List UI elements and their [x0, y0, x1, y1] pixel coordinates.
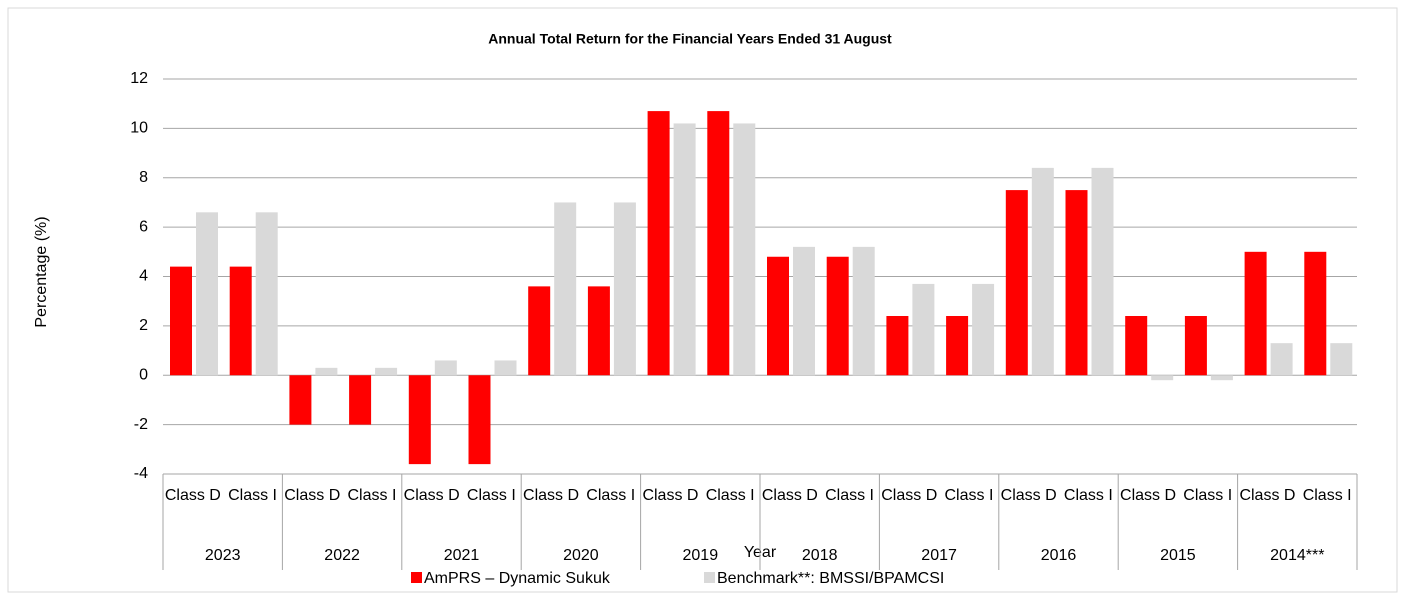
- bar: [315, 367, 338, 376]
- bar: [886, 316, 909, 376]
- legend-swatch: [704, 572, 715, 583]
- bar: [554, 202, 577, 376]
- x-tick-label: Class D: [1239, 487, 1296, 504]
- bar: [972, 283, 995, 376]
- x-group-label: 2017: [921, 547, 957, 564]
- x-tick-label: Class D: [164, 487, 221, 504]
- x-tick-label: Class I: [228, 487, 277, 504]
- bar: [408, 375, 431, 465]
- legend-swatch: [411, 572, 422, 583]
- bar: [1091, 167, 1114, 376]
- y-tick-label: 10: [130, 120, 148, 137]
- bar: [826, 256, 849, 376]
- y-tick-label: 2: [139, 317, 148, 334]
- x-tick-label: Class D: [881, 487, 938, 504]
- x-group-label: 2023: [205, 547, 241, 564]
- x-tick-label: Class I: [1302, 487, 1352, 504]
- bar: [289, 375, 312, 425]
- x-tick-label: Class I: [944, 487, 994, 504]
- bar: [733, 123, 756, 376]
- bar: [1031, 167, 1054, 376]
- y-tick-label: -2: [134, 416, 148, 433]
- bar: [1330, 343, 1353, 376]
- chart-border: [7, 7, 1398, 593]
- x-group-label: 2020: [563, 547, 599, 564]
- bar: [793, 246, 815, 376]
- bar: [196, 212, 218, 376]
- x-tick-label: Class D: [761, 487, 818, 504]
- bar: [229, 266, 252, 376]
- bar: [912, 283, 935, 376]
- bar: [1065, 190, 1088, 376]
- x-tick-label: Class D: [284, 487, 341, 504]
- bar: [1210, 375, 1233, 381]
- x-tick-label: Class I: [586, 487, 636, 504]
- bar: [170, 266, 192, 376]
- x-tick-label: Class D: [1000, 487, 1057, 504]
- bar: [613, 202, 636, 376]
- bar: [468, 375, 491, 465]
- bar: [1125, 316, 1148, 376]
- x-tick-label: Class D: [403, 487, 460, 504]
- y-tick-label: 8: [139, 169, 148, 186]
- legend-label: Benchmark**: BMSSI/BPAMCSI: [717, 570, 944, 587]
- bar: [1005, 190, 1028, 376]
- bar: [647, 111, 670, 376]
- x-tick-label: Class I: [705, 487, 755, 504]
- x-group-label: 2018: [802, 547, 838, 564]
- x-group-label: 2015: [1160, 547, 1196, 564]
- x-group-label: 2014***: [1270, 547, 1324, 564]
- x-tick-label: Class I: [1183, 487, 1233, 504]
- bar: [1151, 375, 1174, 381]
- bar: [494, 360, 517, 376]
- chart-title: Annual Total Return for the Financial Ye…: [488, 31, 892, 47]
- x-group-label: 2021: [444, 547, 480, 564]
- x-tick-label: Class I: [825, 487, 874, 504]
- bar: [434, 360, 457, 376]
- bar: [375, 367, 398, 376]
- bar: [1184, 316, 1207, 376]
- x-tick-label: Class D: [523, 487, 580, 504]
- bar: [673, 123, 696, 376]
- x-group-label: 2022: [324, 547, 360, 564]
- bar: [767, 256, 789, 376]
- bar: [946, 316, 969, 376]
- y-tick-label: 12: [130, 70, 148, 87]
- bar: [1270, 343, 1293, 376]
- x-group-label: 2019: [683, 547, 719, 564]
- legend-label: AmPRS – Dynamic Sukuk: [424, 570, 611, 587]
- y-tick-label: -4: [134, 465, 148, 482]
- bar: [255, 212, 278, 376]
- x-tick-label: Class D: [642, 487, 699, 504]
- bar: [852, 246, 875, 376]
- x-tick-label: Class I: [1063, 487, 1113, 504]
- x-tick-label: Class D: [1120, 487, 1177, 504]
- y-tick-label: 0: [139, 366, 148, 383]
- bar: [707, 111, 730, 376]
- x-tick-label: Class I: [466, 487, 516, 504]
- bar: [1244, 251, 1267, 376]
- bar: [528, 286, 551, 376]
- y-axis-title: Percentage (%): [33, 216, 50, 327]
- bar: [349, 375, 372, 425]
- y-tick-label: 4: [139, 268, 148, 285]
- bar: [587, 286, 610, 376]
- x-group-label: 2016: [1041, 547, 1077, 564]
- x-tick-label: Class I: [347, 487, 397, 504]
- y-tick-label: 6: [139, 218, 148, 235]
- bar: [1304, 251, 1327, 376]
